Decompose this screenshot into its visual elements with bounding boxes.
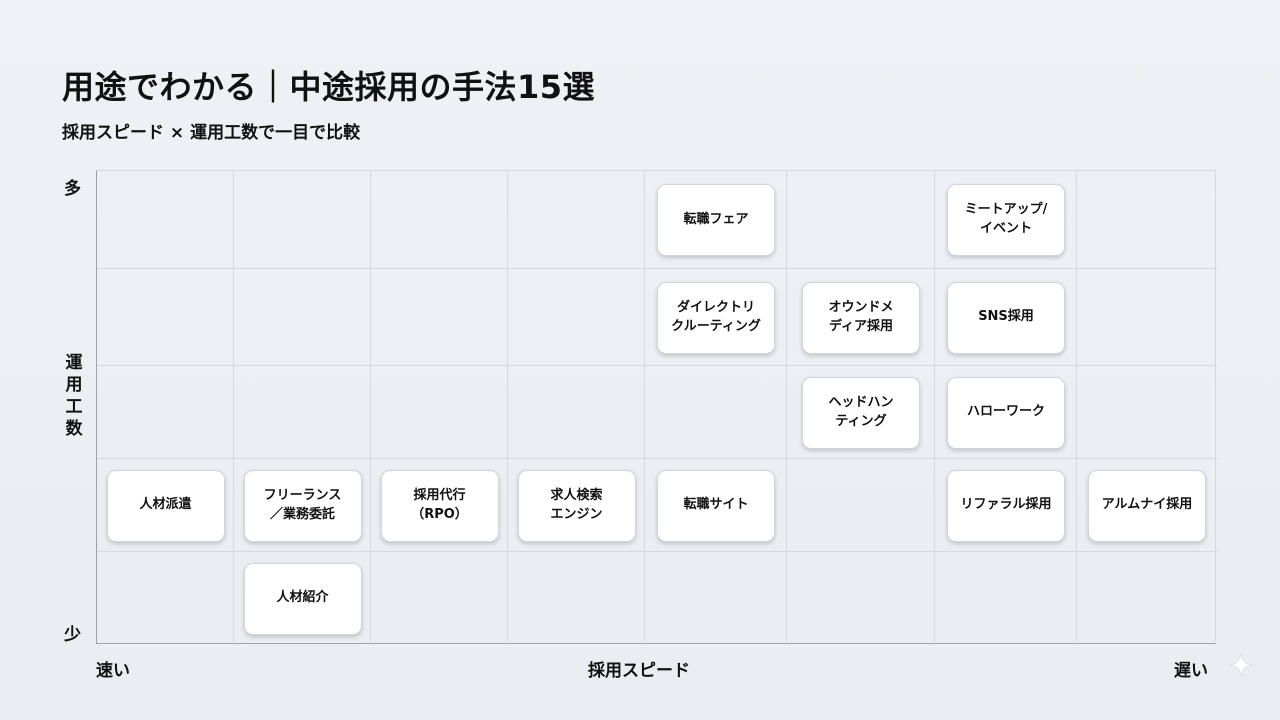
matrix-cell: [234, 459, 371, 552]
matrix-cell: [787, 459, 935, 552]
page-subtitle: 採用スピード × 運用工数で一目で比較: [62, 123, 361, 143]
page-title: 用途でわかる｜中途採用の手法15選: [62, 68, 596, 106]
matrix-cell: [371, 552, 508, 645]
matrix-cell: [1077, 459, 1217, 552]
x-axis-label: 採用スピード: [588, 661, 690, 681]
matrix-cell: [935, 552, 1077, 645]
matrix-cell: [787, 269, 935, 366]
matrix-cell: [97, 459, 234, 552]
matrix-cell: [1077, 171, 1217, 269]
method-card: ハローワーク: [947, 376, 1065, 449]
matrix-cell: [508, 269, 645, 366]
matrix-cell: [1077, 552, 1217, 645]
matrix-cell: [645, 269, 787, 366]
matrix-cell: [787, 366, 935, 459]
matrix-cell: [645, 459, 787, 552]
matrix-cell: [97, 269, 234, 366]
matrix-cell: [508, 552, 645, 645]
matrix-cell: [97, 171, 234, 269]
method-card: 人材派遣: [106, 469, 225, 542]
method-card: 転職フェア: [657, 184, 775, 256]
matrix-cell: [935, 366, 1077, 459]
matrix-cell: [97, 552, 234, 645]
y-axis-low-label: 少: [64, 625, 81, 645]
method-card: 人材紹介: [243, 562, 362, 635]
method-card: SNS採用: [947, 281, 1065, 354]
matrix-cell: [1077, 269, 1217, 366]
method-card: 転職サイト: [657, 469, 775, 542]
x-axis-fast-label: 速い: [96, 661, 130, 681]
sparkle-icon: [1228, 652, 1254, 678]
matrix-cell: [787, 552, 935, 645]
matrix-cell: [508, 459, 645, 552]
matrix-cell: [645, 366, 787, 459]
method-card: アルムナイ採用: [1088, 469, 1206, 542]
method-card: ダイレクトリ クルーティング: [657, 281, 775, 354]
matrix-cell: [787, 171, 935, 269]
matrix-cell: [935, 269, 1077, 366]
method-card: ミートアップ/ イベント: [947, 184, 1065, 256]
method-card: 採用代行 （RPO）: [380, 469, 499, 542]
method-card: ヘッドハン ティング: [802, 376, 920, 449]
method-card: リファラル採用: [947, 469, 1065, 542]
matrix-cell: [645, 552, 787, 645]
matrix-cell: [508, 366, 645, 459]
matrix-cell: [371, 171, 508, 269]
method-card: フリーランス ／業務委託: [243, 469, 362, 542]
method-card: オウンドメ ディア採用: [802, 281, 920, 354]
matrix-cell: [645, 171, 787, 269]
x-axis-slow-label: 遅い: [1174, 661, 1208, 681]
matrix-cell: [234, 269, 371, 366]
comparison-matrix: 転職フェア ミートアップ/ イベントダイレクトリ クルーティング オウンドメ ディア…: [96, 170, 1217, 645]
matrix-cell: [97, 366, 234, 459]
matrix-cell: [234, 366, 371, 459]
matrix-cell: [1077, 366, 1217, 459]
method-card: 求人検索 エンジン: [517, 469, 636, 542]
matrix-cell: [234, 171, 371, 269]
matrix-cell: [234, 552, 371, 645]
matrix-cell: [371, 366, 508, 459]
y-axis-high-label: 多: [64, 179, 81, 199]
y-axis-label: 運用工数: [65, 353, 83, 440]
matrix-cell: [935, 459, 1077, 552]
matrix-cell: [935, 171, 1077, 269]
matrix-cell: [371, 459, 508, 552]
matrix-cell: [371, 269, 508, 366]
matrix-cell: [508, 171, 645, 269]
